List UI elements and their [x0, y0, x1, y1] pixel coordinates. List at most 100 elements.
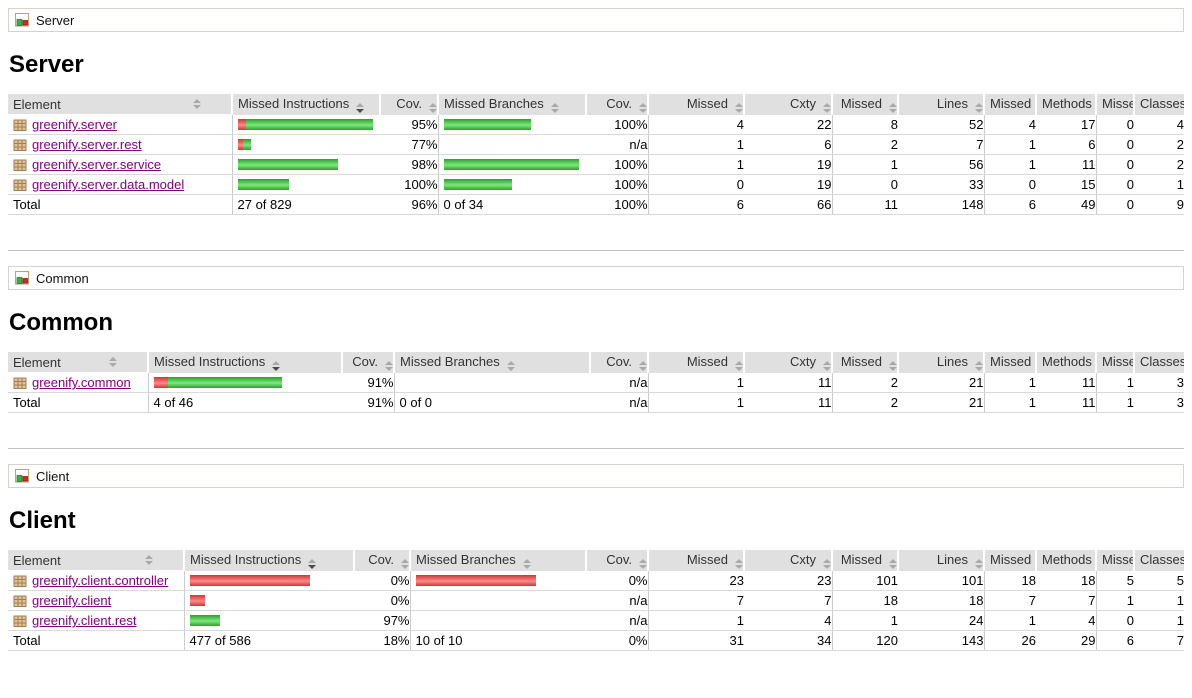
- package-link[interactable]: greenify.client.controller: [32, 573, 169, 588]
- column-header-missed[interactable]: Missed: [1095, 94, 1134, 115]
- column-header-missed-branches[interactable]: Missed Branches: [393, 352, 590, 373]
- column-header-label: Missed: [686, 552, 728, 567]
- column-header-missed[interactable]: Missed: [983, 550, 1036, 571]
- column-header-missed-branches[interactable]: Missed Branches: [409, 550, 586, 571]
- column-header-missed[interactable]: Missed: [983, 94, 1036, 115]
- column-header-element[interactable]: Element: [8, 94, 231, 114]
- lines-value: 21: [898, 373, 984, 393]
- branch-coverage-value: 100%: [586, 115, 648, 135]
- column-header-classes[interactable]: Classes: [1133, 550, 1184, 571]
- missed-classes-value: 0: [1095, 115, 1134, 135]
- package-link[interactable]: greenify.server: [32, 117, 118, 132]
- coverage-bar-cell: [409, 590, 586, 611]
- coverage-bar: [189, 575, 355, 586]
- column-header-element[interactable]: Element: [8, 550, 183, 570]
- column-header-methods[interactable]: Methods: [1035, 352, 1096, 373]
- sort-icon: [639, 361, 647, 371]
- column-header-cxty[interactable]: Cxty: [743, 352, 832, 373]
- column-header-methods[interactable]: Methods: [1035, 550, 1096, 571]
- column-header-missed-instructions[interactable]: Missed Instructions: [231, 94, 380, 115]
- column-header-missed-instructions[interactable]: Missed Instructions: [147, 352, 342, 373]
- missed-methods-value: 1: [983, 610, 1036, 631]
- column-header-methods[interactable]: Methods: [1035, 94, 1096, 115]
- column-header-cov-[interactable]: Cov.: [353, 550, 410, 571]
- column-header-label: Missed: [686, 354, 728, 369]
- instruction-coverage-value: 98%: [380, 154, 438, 175]
- missed-classes-value: 0: [1095, 174, 1134, 195]
- column-header-missed[interactable]: Missed: [831, 94, 898, 115]
- branch-coverage-value: n/a: [586, 590, 648, 611]
- coverage-bar-cell: [437, 154, 587, 175]
- column-header-label: Missed: [1102, 96, 1134, 111]
- sort-icon: [889, 559, 897, 569]
- package-link[interactable]: greenify.client.rest: [32, 613, 137, 628]
- column-header-missed[interactable]: Missed: [831, 550, 898, 571]
- missed-methods-value: 1: [983, 154, 1036, 175]
- column-header-cxty[interactable]: Cxty: [743, 94, 832, 115]
- coverage-bar: [443, 159, 587, 170]
- column-header-lines[interactable]: Lines: [897, 550, 984, 571]
- column-header-cov-[interactable]: Cov.: [585, 550, 648, 571]
- column-header-element[interactable]: Element: [8, 352, 147, 372]
- coverage-bar: [237, 139, 381, 150]
- column-header-label: Cxty: [790, 354, 816, 369]
- cxty-value: 19: [744, 174, 832, 195]
- total-classes: 9: [1134, 194, 1184, 215]
- sort-icon: [735, 361, 743, 371]
- missed-lines-value: 2: [831, 373, 898, 393]
- package-link[interactable]: greenify.server.data.model: [32, 177, 185, 192]
- column-header-label: Missed: [840, 552, 882, 567]
- element-cell: greenify.client.rest: [8, 610, 184, 631]
- column-header-missed[interactable]: Missed: [647, 550, 744, 571]
- package-icon: [13, 119, 27, 131]
- package-icon: [13, 377, 27, 389]
- table-header-row: Element Missed Instructions Cov. Missed Bra…: [8, 94, 1184, 115]
- missed-bar-segment: [237, 119, 246, 130]
- package-cell: greenify.client.controller: [13, 573, 184, 588]
- package-link[interactable]: greenify.server.rest: [32, 137, 142, 152]
- column-header-missed-branches[interactable]: Missed Branches: [437, 94, 586, 115]
- classes-value: 4: [1134, 115, 1184, 135]
- column-header-missed-instructions[interactable]: Missed Instructions: [183, 550, 354, 571]
- total-label: Total: [8, 194, 232, 215]
- column-header-cov-[interactable]: Cov.: [379, 94, 438, 115]
- column-header-cxty[interactable]: Cxty: [743, 550, 832, 571]
- column-header-label: Lines: [936, 96, 968, 111]
- missed-lines-value: 1: [831, 610, 898, 631]
- sort-icon: [735, 103, 743, 113]
- column-header-missed[interactable]: Missed: [647, 352, 744, 373]
- package-cell: greenify.server.data.model: [13, 177, 232, 192]
- missed-lines-value: 8: [831, 115, 898, 135]
- lines-value: 52: [898, 115, 984, 135]
- missed-methods-value: 7: [983, 590, 1036, 611]
- total-lines: 148: [898, 194, 984, 215]
- column-header-classes[interactable]: Classes: [1133, 352, 1184, 373]
- methods-value: 15: [1036, 174, 1096, 195]
- column-header-lines[interactable]: Lines: [897, 352, 984, 373]
- covered-bar-segment: [237, 159, 338, 170]
- column-header-missed[interactable]: Missed: [647, 94, 744, 115]
- column-header-missed[interactable]: Missed: [983, 352, 1036, 373]
- column-header-cov-[interactable]: Cov.: [589, 352, 648, 373]
- column-header-cov-[interactable]: Cov.: [341, 352, 394, 373]
- coverage-bar-cell: [183, 610, 354, 631]
- column-header-lines[interactable]: Lines: [897, 94, 984, 115]
- package-link[interactable]: greenify.server.service: [32, 157, 162, 172]
- column-header-missed[interactable]: Missed: [1095, 352, 1134, 373]
- column-header-label: Cov.: [352, 354, 378, 369]
- column-header-label: Missed: [840, 96, 882, 111]
- column-header-missed[interactable]: Missed: [1095, 550, 1134, 571]
- classes-value: 2: [1134, 154, 1184, 175]
- coverage-bar: [415, 575, 587, 586]
- missed-bar-segment: [189, 595, 205, 606]
- package-link[interactable]: greenify.client: [32, 593, 112, 608]
- total-missed-cxty: 6: [647, 194, 744, 215]
- column-header-classes[interactable]: Classes: [1133, 94, 1184, 115]
- column-header-missed[interactable]: Missed: [831, 352, 898, 373]
- missed-cxty-value: 0: [647, 174, 744, 195]
- package-link[interactable]: greenify.common: [32, 375, 131, 390]
- table-total-row: Total 477 of 586 18% 10 of 10 0% 31 34 120 143 26…: [8, 630, 1184, 651]
- missed-classes-value: 1: [1095, 373, 1134, 393]
- column-header-cov-[interactable]: Cov.: [585, 94, 648, 115]
- coverage-bar-cell: [409, 571, 587, 591]
